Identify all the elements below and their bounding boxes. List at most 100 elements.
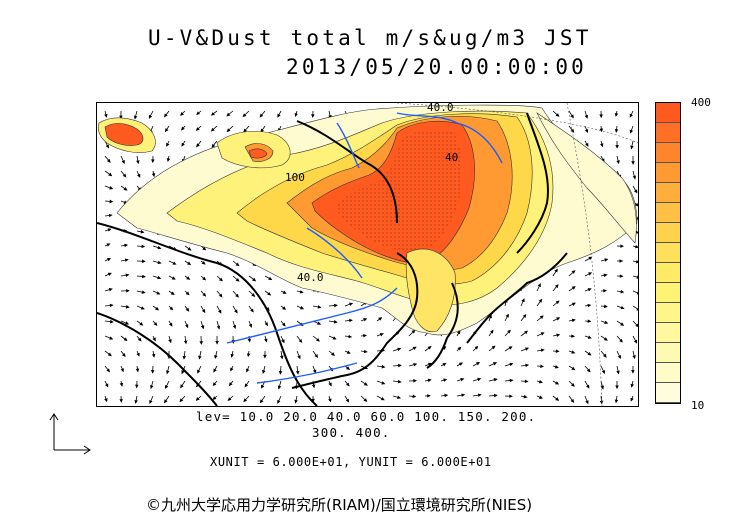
wind-vector-head bbox=[615, 385, 619, 390]
wind-vector-head bbox=[202, 276, 207, 281]
wind-vector-head bbox=[523, 394, 528, 399]
wind-vector-head bbox=[630, 383, 635, 388]
wind-vector-head bbox=[588, 256, 593, 261]
wind-vector-head bbox=[141, 290, 146, 294]
wind-vector-head bbox=[163, 399, 168, 404]
wind-vector-head bbox=[168, 322, 173, 327]
wind-vector-head bbox=[197, 369, 201, 374]
wind-vector-head bbox=[198, 355, 202, 360]
wind-vector-head bbox=[312, 369, 317, 374]
wind-vector bbox=[632, 290, 638, 294]
wind-vector-head bbox=[332, 336, 337, 340]
wind-vector-head bbox=[634, 202, 638, 207]
wind-vector-head bbox=[311, 384, 316, 389]
wind-vector-head bbox=[216, 325, 221, 330]
wind-vector-head bbox=[555, 300, 560, 305]
wind-vector-head bbox=[123, 187, 128, 191]
wind-vector-head bbox=[264, 322, 268, 327]
wind-vector-head bbox=[631, 370, 635, 374]
wind-vector-head bbox=[247, 338, 252, 343]
wind-vector-head bbox=[571, 366, 576, 371]
wind-vector-head bbox=[633, 189, 638, 194]
wind-vector-head bbox=[110, 319, 114, 324]
wind-vector-head bbox=[604, 258, 609, 262]
wind-vector-head bbox=[201, 261, 206, 265]
wind-vector-head bbox=[298, 338, 303, 343]
wind-vector-head bbox=[427, 378, 432, 383]
wind-vector-head bbox=[199, 341, 204, 345]
wind-vector-head bbox=[521, 298, 525, 303]
wind-vector-head bbox=[444, 393, 449, 398]
wind-vector-head bbox=[264, 338, 268, 343]
wind-vector-head bbox=[109, 336, 114, 340]
wind-vector-head bbox=[108, 172, 113, 177]
colorbar bbox=[655, 102, 681, 404]
wind-vector-head bbox=[171, 276, 176, 280]
wind-vector-head bbox=[349, 318, 353, 323]
wind-vector-head bbox=[235, 278, 240, 282]
chart-datetime: 2013/05/20.00:00:00 bbox=[286, 55, 588, 79]
wind-vector-head bbox=[631, 161, 635, 165]
wind-vector-head bbox=[151, 159, 155, 164]
wind-vector-head bbox=[522, 313, 527, 318]
colorbar-segment bbox=[656, 363, 680, 383]
colorbar-segment bbox=[656, 283, 680, 303]
wind-vector-head bbox=[328, 382, 332, 387]
wind-vector-head bbox=[243, 398, 248, 403]
wind-vector-head bbox=[603, 288, 608, 293]
wind-vector-head bbox=[134, 115, 138, 120]
wind-vector-head bbox=[164, 113, 168, 118]
rivers bbox=[226, 112, 503, 384]
wind-vector-head bbox=[599, 128, 604, 133]
wind-vector-head bbox=[215, 340, 219, 345]
wind-vector-head bbox=[604, 304, 608, 309]
vector-units: XUNIT = 6.000E+01, YUNIT = 6.000E+01 bbox=[210, 455, 492, 469]
wind-vector-head bbox=[148, 114, 153, 119]
wind-vector-head bbox=[235, 293, 239, 298]
wind-vector-head bbox=[635, 323, 638, 328]
wind-vector-head bbox=[294, 113, 298, 117]
wind-vector-head bbox=[187, 261, 192, 265]
wind-vector-head bbox=[587, 351, 592, 356]
wind-vector-head bbox=[584, 114, 589, 119]
wind-vector-head bbox=[226, 128, 231, 133]
wind-vector-head bbox=[104, 113, 108, 118]
wind-vector-head bbox=[166, 142, 170, 147]
wind-vector-head bbox=[619, 259, 624, 263]
wind-vector-head bbox=[142, 274, 146, 279]
wind-vector-head bbox=[630, 145, 634, 150]
wind-vector-head bbox=[125, 305, 130, 309]
wind-vector-head bbox=[170, 291, 175, 296]
wind-vector-head bbox=[620, 322, 625, 326]
wind-vector-head bbox=[242, 113, 247, 118]
wind-vector-head bbox=[137, 337, 142, 342]
wind-vector-head bbox=[491, 345, 496, 350]
wind-vector-head bbox=[587, 319, 592, 323]
wind-vector-head bbox=[124, 258, 129, 262]
contour-label: 40.0 bbox=[427, 103, 454, 114]
wind-vector-head bbox=[570, 399, 575, 403]
wind-vector-head bbox=[555, 397, 560, 401]
wind-vector-head bbox=[200, 325, 205, 330]
wind-vector-head bbox=[397, 379, 402, 384]
wind-vector-head bbox=[587, 335, 592, 339]
wind-vector-head bbox=[477, 377, 482, 382]
wind-vector-head bbox=[604, 320, 609, 324]
wind-vector-head bbox=[493, 393, 498, 398]
wind-vector-head bbox=[259, 113, 264, 118]
wind-vector-head bbox=[212, 382, 217, 387]
dust-map: 40.0 40 40.0 100 bbox=[96, 102, 639, 407]
wind-vector-head bbox=[140, 229, 145, 234]
wind-vector-head bbox=[141, 244, 146, 249]
wind-vector-head bbox=[211, 143, 216, 148]
wind-vector-head bbox=[603, 273, 608, 278]
wind-vector-head bbox=[155, 306, 160, 311]
wind-vector-head bbox=[218, 293, 223, 298]
wind-vector-head bbox=[524, 379, 529, 383]
wind-vector-head bbox=[600, 143, 604, 148]
wind-vector-head bbox=[363, 349, 368, 354]
wind-vector-head bbox=[330, 352, 336, 356]
wind-vector-head bbox=[168, 339, 172, 344]
wind-vector-head bbox=[334, 303, 338, 308]
wind-vector-head bbox=[363, 318, 368, 322]
